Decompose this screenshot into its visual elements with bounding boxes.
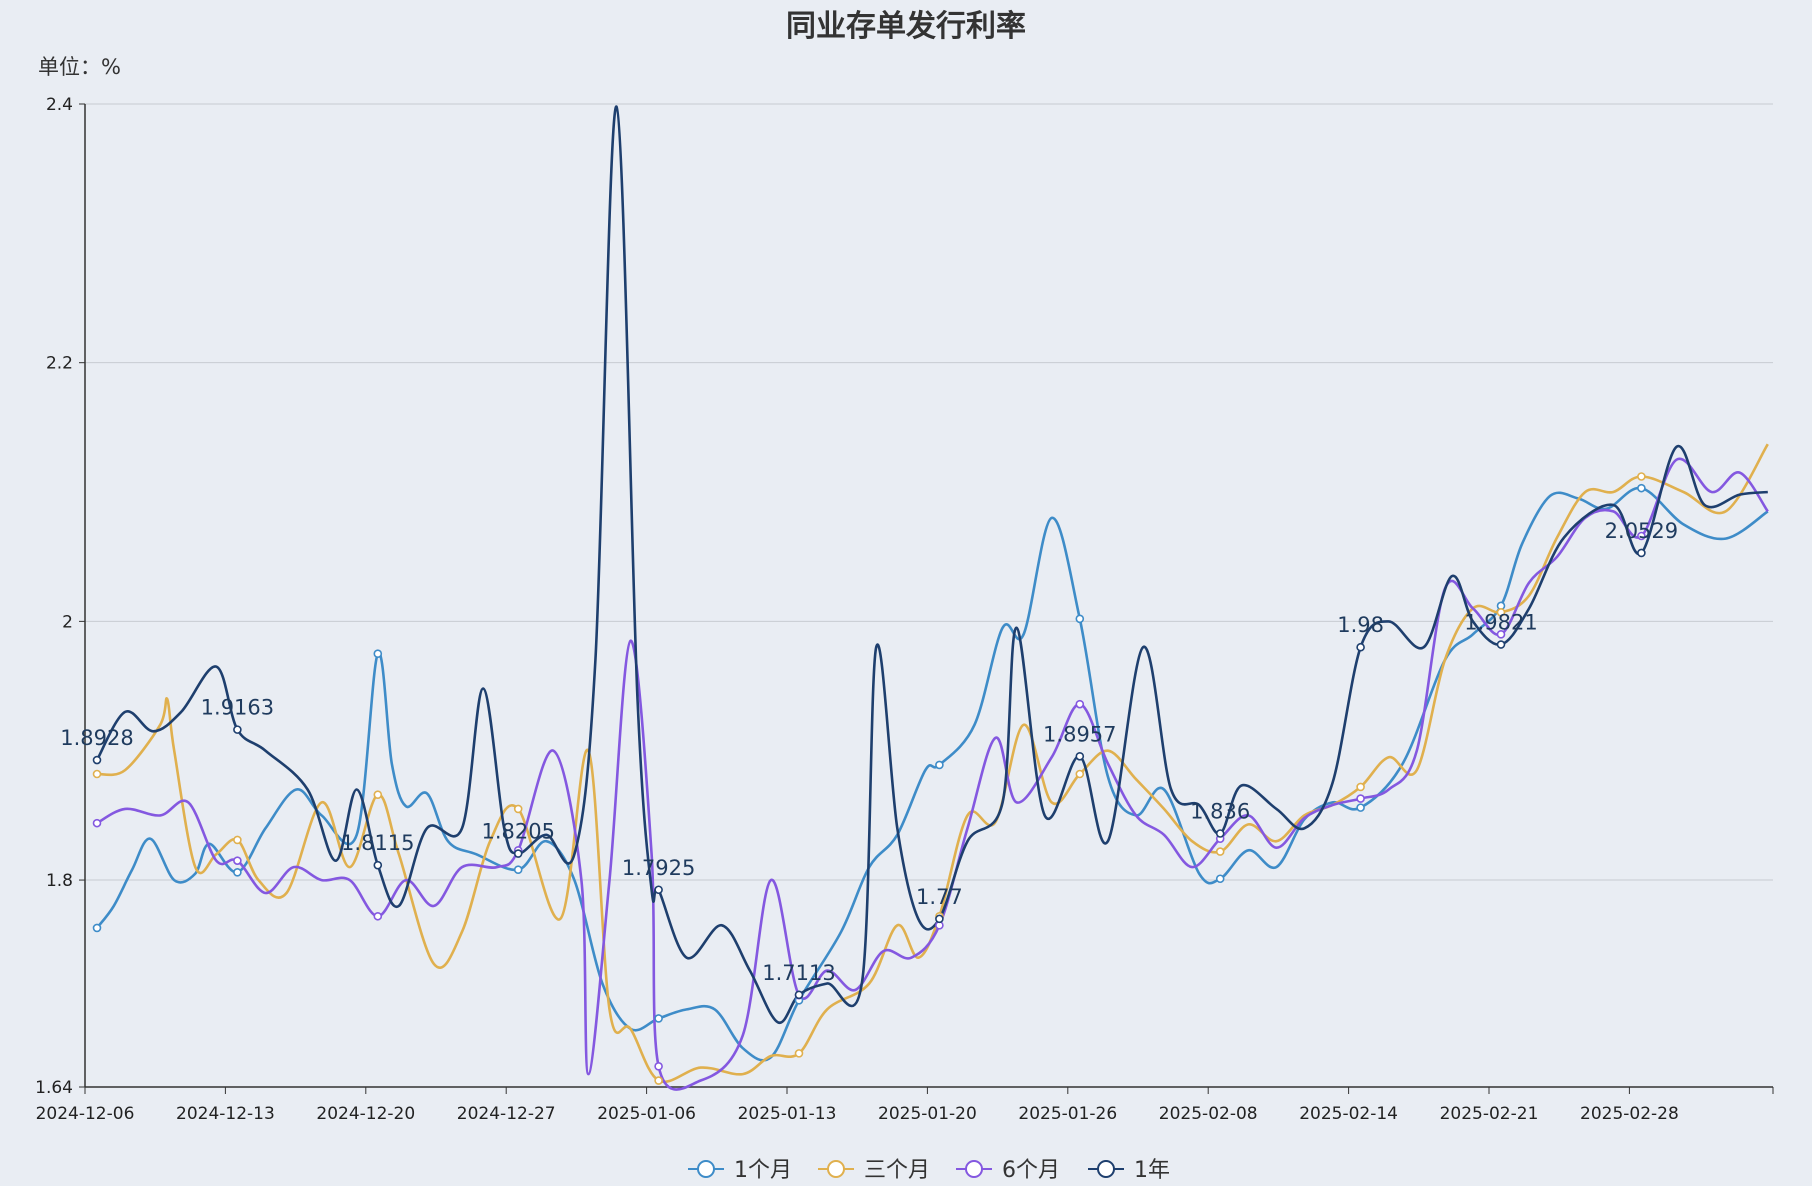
legend-label: 三个月 xyxy=(864,1158,930,1183)
data-point xyxy=(233,725,242,734)
data-point xyxy=(1637,531,1646,541)
data-label: 2.0529 xyxy=(1605,519,1678,543)
data-point xyxy=(1075,614,1085,624)
data-label: 1.836 xyxy=(1190,799,1250,823)
legend-marker-icon xyxy=(697,1160,715,1178)
data-label: 1.9163 xyxy=(201,696,274,720)
data-point xyxy=(1496,640,1506,649)
data-label: 1.9821 xyxy=(1464,611,1537,635)
x-tick-label: 2025-02-21 xyxy=(1440,1104,1539,1124)
data-point xyxy=(1356,642,1365,652)
data-markers xyxy=(92,472,1646,1085)
data-point xyxy=(1215,847,1225,856)
data-point xyxy=(1637,548,1646,558)
chart-title: 同业存单发行利率 xyxy=(786,9,1026,44)
data-point xyxy=(1496,630,1506,639)
data-point xyxy=(92,818,102,828)
data-point xyxy=(935,914,944,924)
data-point xyxy=(233,856,242,865)
data-point xyxy=(1075,769,1085,779)
data-point xyxy=(935,760,944,770)
data-point xyxy=(654,1062,663,1071)
series-lines xyxy=(95,105,1769,1091)
data-point xyxy=(233,867,242,877)
legend-item[interactable]: 1年 xyxy=(1088,1158,1170,1183)
data-label: 1.8957 xyxy=(1043,722,1116,746)
data-point xyxy=(92,769,102,779)
legend-marker-icon xyxy=(1097,1160,1115,1178)
legend-label: 1个月 xyxy=(734,1158,792,1183)
legend-item[interactable]: 三个月 xyxy=(818,1158,930,1183)
data-labels: 1.8928 1.9163 1.8115 1.8205 1.7925 1.7113 1.77… xyxy=(60,519,1678,985)
x-tick-label: 2025-02-14 xyxy=(1299,1104,1398,1124)
data-point xyxy=(1496,608,1506,617)
x-tick-label: 2025-01-06 xyxy=(597,1104,696,1124)
legend-marker-icon xyxy=(965,1160,983,1178)
series-line xyxy=(96,443,1769,1084)
legend-label: 6个月 xyxy=(1002,1158,1060,1183)
data-point xyxy=(373,911,383,921)
data-point xyxy=(654,1076,663,1085)
y-tick-label: 2.2 xyxy=(46,354,73,374)
data-point xyxy=(373,649,383,659)
data-point xyxy=(1075,751,1085,761)
data-label: 1.8928 xyxy=(60,726,133,750)
x-tick-label: 2025-01-26 xyxy=(1018,1104,1117,1124)
data-point xyxy=(654,885,663,895)
data-point xyxy=(1637,483,1646,493)
data-label: 1.77 xyxy=(916,885,963,909)
data-label: 1.7113 xyxy=(762,961,835,985)
data-point xyxy=(1356,794,1365,803)
x-tick-label: 2024-12-27 xyxy=(457,1104,556,1124)
series-line xyxy=(95,486,1769,1062)
axes: 1.64 1.8 2 2.2 2.4 2024-12-06 2024-12-13 2024-1… xyxy=(35,95,1774,1124)
data-point xyxy=(373,860,383,870)
data-label: 1.8205 xyxy=(481,820,554,844)
x-tick-label: 2024-12-06 xyxy=(36,1104,135,1124)
data-point xyxy=(1637,472,1646,481)
data-label: 1.8115 xyxy=(341,831,414,855)
legend-marker-icon xyxy=(827,1160,845,1178)
data-point xyxy=(1356,803,1365,812)
y-tick-label: 1.8 xyxy=(46,871,73,891)
series-line xyxy=(95,105,1768,1024)
y-tick-label: 2.4 xyxy=(46,95,73,115)
x-tick-label: 2025-01-20 xyxy=(878,1104,977,1124)
data-point xyxy=(1075,699,1085,709)
data-point xyxy=(794,990,804,1000)
data-point xyxy=(373,790,383,799)
data-point xyxy=(1215,874,1225,884)
grid-lines xyxy=(85,103,1773,881)
y-tick-label: 1.64 xyxy=(35,1078,73,1098)
legend-item[interactable]: 1个月 xyxy=(688,1158,792,1183)
legend[interactable]: 1个月 三个月 6个月 1年 xyxy=(688,1158,1170,1183)
data-point xyxy=(92,923,102,933)
data-label: 1.98 xyxy=(1337,613,1384,637)
data-point xyxy=(1215,829,1225,838)
legend-label: 1年 xyxy=(1134,1158,1170,1183)
data-label: 1.7925 xyxy=(622,856,695,880)
x-tick-label: 2024-12-20 xyxy=(316,1104,415,1124)
data-point xyxy=(1356,782,1365,792)
data-point xyxy=(654,1014,663,1023)
x-tick-label: 2025-02-28 xyxy=(1580,1104,1679,1124)
data-point xyxy=(92,755,102,765)
unit-label: 单位：% xyxy=(38,55,121,79)
x-tick-label: 2025-01-13 xyxy=(738,1104,837,1124)
data-point xyxy=(794,1049,804,1058)
legend-item[interactable]: 6个月 xyxy=(956,1158,1060,1183)
data-point xyxy=(233,835,242,845)
x-tick-label: 2025-02-08 xyxy=(1159,1104,1258,1124)
data-point xyxy=(513,849,523,858)
data-point xyxy=(513,865,523,875)
data-point xyxy=(513,804,523,814)
y-tick-label: 2 xyxy=(62,612,73,632)
x-tick-label: 2024-12-13 xyxy=(176,1104,275,1124)
